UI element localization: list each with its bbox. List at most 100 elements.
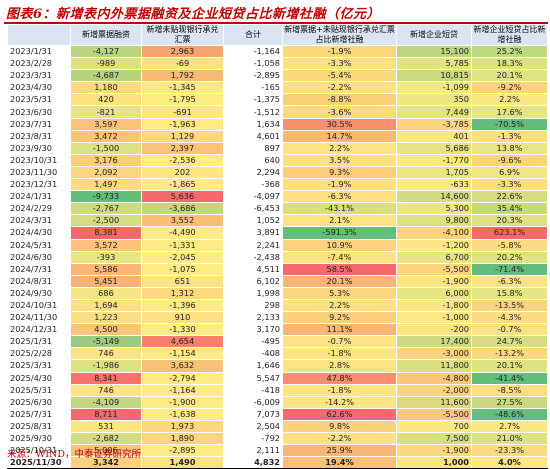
value-cell: -1.9%	[282, 178, 397, 192]
value-cell: 1,646	[223, 359, 283, 373]
column-header: 新增未贴现银行承兑汇票	[141, 24, 224, 46]
value-cell: 11,600	[396, 396, 472, 409]
value-cell: -8.5%	[471, 384, 548, 397]
value-cell: -4,687	[70, 69, 142, 83]
value-cell: 420	[70, 93, 142, 107]
value-cell: 1,705	[396, 166, 472, 180]
value-cell: 14.7%	[282, 130, 397, 143]
value-cell: -408	[223, 347, 283, 361]
value-cell: 5,006	[70, 444, 142, 458]
value-cell: 47.8%	[282, 372, 397, 385]
value-cell: -4,127	[70, 45, 142, 59]
date-cell: 2023/9/30	[7, 142, 71, 155]
value-cell: -9,733	[70, 190, 142, 204]
value-cell: 2,294	[223, 166, 283, 180]
value-cell: 2.2%	[282, 142, 397, 155]
value-cell: 1,180	[70, 81, 142, 95]
value-cell: 1,694	[70, 299, 142, 313]
value-cell: -1.8%	[282, 347, 397, 361]
date-cell: 2024/11/30	[7, 311, 71, 325]
value-cell: -2.2%	[282, 432, 397, 446]
value-cell: 5,686	[396, 142, 472, 155]
date-cell: 2023/8/31	[7, 130, 71, 143]
value-cell: -418	[223, 384, 283, 397]
value-cell: -48.6%	[471, 408, 548, 421]
date-cell: 2024/3/31	[7, 214, 71, 228]
date-cell: 2024/5/31	[7, 239, 71, 252]
value-cell: 298	[223, 299, 283, 313]
table-row: 2023/5/31 420 -1,795 -1,375 -8.8% 350 2.2%	[7, 93, 548, 107]
value-cell: 20.2%	[471, 251, 548, 264]
value-cell: -2,794	[141, 372, 224, 385]
value-cell: -1,638	[141, 408, 224, 421]
date-cell: 2023/3/31	[7, 69, 71, 83]
value-cell: -9.2%	[471, 81, 548, 95]
value-cell: -0.7%	[282, 335, 397, 349]
value-cell: -393	[70, 251, 142, 264]
value-cell: -23.3%	[471, 444, 548, 458]
date-cell: 2023/7/31	[7, 118, 71, 131]
value-cell: 2,133	[223, 311, 283, 325]
value-cell: -989	[70, 57, 142, 71]
value-cell: -1,058	[223, 57, 283, 71]
value-cell: -3,000	[396, 347, 472, 361]
value-cell: 7,073	[223, 408, 283, 421]
value-cell: 2,397	[141, 142, 224, 155]
value-cell: -1,375	[223, 93, 283, 107]
table-row: 2023/3/31 -4,687 1,792 -2,895 -5.4% 10,815 20.…	[7, 69, 548, 83]
date-cell: 2025/9/30	[7, 432, 71, 446]
data-table: 新增票据融资 新增未贴现银行承兑汇票 合计 新增票据+未贴现银行承兑汇票占比新增社融新…	[7, 24, 548, 469]
value-cell: 5,785	[396, 57, 472, 71]
value-cell: 3,632	[141, 359, 224, 373]
value-cell: 7,500	[396, 432, 472, 446]
value-cell: 3,572	[70, 239, 142, 252]
table-row: 2023/11/30 2,092 202 2,294 9.3% 1,705 6.9%	[7, 166, 548, 180]
value-cell: 3,176	[70, 154, 142, 167]
value-cell: -41.4%	[471, 372, 548, 385]
date-cell: 2025/6/30	[7, 396, 71, 409]
value-cell: 8,711	[70, 408, 142, 421]
value-cell: -2.2%	[282, 81, 397, 95]
table-row: 2025/3/31 -1,986 3,632 1,646 2.8% 11,800 20.1%	[7, 359, 548, 373]
value-cell: 1,312	[141, 287, 224, 300]
table-body: 2023/1/31 -4,127 2,963 -1,164 -1.9% 15,100 25.…	[7, 45, 548, 469]
value-cell: 3,552	[141, 214, 224, 228]
table-row: 2025/10/31 5,006 -2,895 2,111 25.9% -1,900 -23…	[7, 444, 548, 458]
value-cell: -1,865	[141, 178, 224, 192]
value-cell: 2.1%	[282, 214, 397, 228]
value-cell: -6,453	[223, 202, 283, 216]
value-cell: 19.4%	[282, 456, 397, 469]
value-cell: -4,097	[223, 190, 283, 204]
value-cell: -2,895	[223, 69, 283, 83]
table-row: 2024/7/31 5,586 -1,075 4,511 58.5% -5,500 -71.…	[7, 263, 548, 276]
value-cell: -792	[223, 432, 283, 446]
figure-title: 图表6：新增表内外票据融资及企业短贷占比新增社融（亿元）	[6, 7, 381, 22]
value-cell: -2,767	[70, 202, 142, 216]
value-cell: 2.2%	[282, 299, 397, 313]
value-cell: 9.2%	[282, 311, 397, 325]
value-cell: -43.1%	[282, 202, 397, 216]
value-cell: -5.4%	[282, 69, 397, 83]
value-cell: -1,986	[70, 359, 142, 373]
value-cell: 6,102	[223, 275, 283, 288]
value-cell: -69	[141, 57, 224, 71]
date-cell: 2025/7/31	[7, 408, 71, 421]
value-cell: 20.3%	[471, 214, 548, 228]
value-cell: 9,800	[396, 214, 472, 228]
table-row: 2023/4/30 1,180 -1,345 -165 -2.2% -1,099 -9.2%	[7, 81, 548, 95]
table-row: 2025/5/31 746 -1,164 -418 -1.8% -2,000 -8.5%	[7, 384, 548, 397]
value-cell: 2.7%	[471, 420, 548, 434]
value-cell: 6,000	[396, 287, 472, 300]
value-cell: 5.3%	[282, 287, 397, 300]
value-cell: -691	[141, 105, 224, 119]
date-cell: 2023/2/28	[7, 57, 71, 71]
table-header-row: 新增票据融资 新增未贴现银行承兑汇票 合计 新增票据+未贴现银行承兑汇票占比新增社融新…	[7, 24, 548, 46]
value-cell: -3.3%	[471, 178, 548, 192]
value-cell: -9.6%	[471, 154, 548, 167]
table-row: 2025/7/31 8,711 -1,638 7,073 62.6% -5,500 -48.…	[7, 408, 548, 421]
value-cell: -14.2%	[282, 396, 397, 409]
value-cell: 2,241	[223, 239, 283, 252]
value-cell: 62.6%	[282, 408, 397, 421]
value-cell: -13.5%	[471, 299, 548, 313]
source-note: 来源：WIND，中泰证券研究所	[7, 449, 141, 460]
